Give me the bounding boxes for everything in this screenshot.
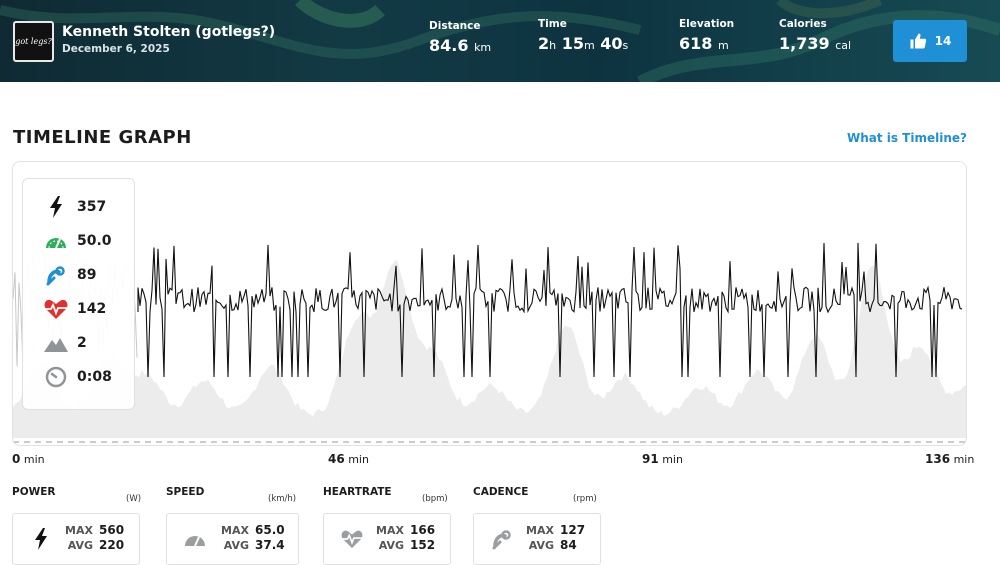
max-value: 166 bbox=[410, 523, 436, 537]
stat-value: 84.6 bbox=[429, 36, 469, 55]
stat-label: Elevation bbox=[679, 18, 735, 30]
readout-value: 2 bbox=[77, 335, 87, 351]
readout-value: 357 bbox=[77, 199, 107, 215]
timeline-graph-canvas[interactable] bbox=[13, 162, 967, 446]
speedometer-icon bbox=[43, 230, 69, 252]
avg-value: 152 bbox=[410, 538, 436, 552]
readout-value: 142 bbox=[77, 301, 107, 317]
max-value: 560 bbox=[99, 523, 125, 537]
max-value: 65.0 bbox=[255, 523, 285, 537]
avg-value: 84 bbox=[560, 538, 577, 552]
avg-value: 220 bbox=[99, 538, 125, 552]
stat-hours: 2 bbox=[538, 34, 550, 53]
avg-label: AVG bbox=[223, 539, 249, 552]
stat-label: Time bbox=[538, 18, 567, 30]
section-title: TIMELINE GRAPH bbox=[13, 127, 192, 148]
stat-unit-s: s bbox=[622, 39, 629, 52]
metric-title-cadence: CADENCE bbox=[473, 486, 529, 498]
metric-unit-power: (W) bbox=[126, 494, 142, 504]
avg-label: AVG bbox=[528, 539, 554, 552]
axis-value: 46 bbox=[328, 452, 345, 466]
map-background bbox=[0, 0, 1000, 82]
avg-value: 37.4 bbox=[255, 538, 285, 552]
stat-calories: Calories 1,739 cal bbox=[779, 18, 851, 53]
axis-label-136: 136 min bbox=[925, 452, 974, 466]
readout-value: 50.0 bbox=[77, 233, 112, 249]
stat-distance: Distance 84.6 km bbox=[429, 20, 491, 55]
thumbs-up-icon bbox=[910, 33, 926, 49]
stat-unit: m bbox=[717, 39, 729, 52]
max-label: MAX bbox=[376, 524, 404, 537]
power-line bbox=[137, 242, 963, 378]
readout-power: 357 bbox=[43, 196, 106, 218]
axis-value: 0 bbox=[12, 452, 21, 466]
readout-speed: 50.0 bbox=[43, 230, 112, 252]
activity-date: December 6, 2025 bbox=[62, 43, 170, 55]
user-name[interactable]: Kenneth Stolten (gotlegs?) bbox=[62, 24, 276, 40]
bolt-icon bbox=[43, 196, 69, 218]
axis-value: 91 bbox=[642, 452, 659, 466]
axis-unit: min bbox=[662, 453, 683, 466]
readout-heartrate: 142 bbox=[43, 298, 106, 320]
speedometer-icon bbox=[181, 526, 209, 552]
cadence-icon bbox=[488, 526, 516, 552]
max-label: MAX bbox=[526, 524, 554, 537]
readout-value: 89 bbox=[77, 267, 97, 283]
metric-card-power[interactable]: MAX 560 AVG 220 bbox=[12, 513, 140, 565]
clock-icon bbox=[43, 366, 69, 388]
stat-elevation: Elevation 618 m bbox=[679, 18, 734, 53]
readout-elevation: 2 bbox=[43, 332, 87, 354]
axis-label-91: 91 min bbox=[642, 452, 683, 466]
timeline-graph[interactable] bbox=[12, 161, 967, 446]
metric-card-heartrate[interactable]: MAX 166 AVG 152 bbox=[323, 513, 451, 565]
stat-unit: km bbox=[474, 41, 492, 54]
max-label: MAX bbox=[65, 524, 93, 537]
metric-title-heartrate: HEARTRATE bbox=[323, 486, 392, 498]
readout-time: 0:08 bbox=[43, 366, 112, 388]
axis-unit: min bbox=[23, 453, 45, 466]
axis-label-46: 46 min bbox=[328, 452, 369, 466]
readout-cadence: 89 bbox=[43, 264, 96, 286]
avg-label: AVG bbox=[378, 539, 404, 552]
heart-icon bbox=[43, 298, 69, 320]
metric-title-speed: SPEED bbox=[166, 486, 205, 498]
stat-unit-m: m bbox=[583, 39, 595, 52]
metric-card-cadence[interactable]: MAX 127 AVG 84 bbox=[473, 513, 601, 565]
mountain-icon bbox=[43, 332, 69, 354]
hover-readout: 357 50.0 89 142 2 0:08 bbox=[22, 178, 135, 410]
like-count: 14 bbox=[934, 34, 952, 48]
axis-value: 136 bbox=[925, 452, 951, 466]
bolt-icon bbox=[27, 526, 55, 552]
stat-label: Distance bbox=[429, 20, 481, 32]
metric-unit-cadence: (rpm) bbox=[573, 494, 597, 504]
cadence-icon bbox=[43, 264, 69, 286]
stat-minutes: 15 bbox=[561, 34, 584, 53]
heart-icon bbox=[338, 526, 366, 552]
readout-value: 0:08 bbox=[77, 369, 112, 385]
stat-label: Calories bbox=[779, 18, 827, 30]
avatar[interactable]: got legs? bbox=[13, 21, 54, 62]
metric-unit-heartrate: (bpm) bbox=[422, 494, 448, 504]
axis-unit: min bbox=[953, 453, 975, 466]
stat-time: Time 2h 15m 40s bbox=[538, 18, 628, 53]
stat-value: 1,739 bbox=[779, 34, 830, 53]
stat-value: 618 bbox=[679, 34, 713, 53]
stat-seconds: 40 bbox=[600, 34, 623, 53]
max-label: MAX bbox=[221, 524, 249, 537]
max-value: 127 bbox=[560, 523, 586, 537]
elevation-profile bbox=[13, 259, 966, 438]
metric-title-power: POWER bbox=[12, 486, 56, 498]
metric-unit-speed: (km/h) bbox=[268, 494, 297, 504]
axis-label-0: 0 min bbox=[12, 452, 45, 466]
activity-header: got legs? Kenneth Stolten (gotlegs?) Dec… bbox=[0, 0, 1000, 82]
axis-unit: min bbox=[348, 453, 369, 466]
avg-label: AVG bbox=[67, 539, 93, 552]
stat-unit: cal bbox=[835, 39, 852, 52]
metric-card-speed[interactable]: MAX 65.0 AVG 37.4 bbox=[166, 513, 299, 565]
timeline-help-link[interactable]: What is Timeline? bbox=[846, 131, 967, 145]
like-button[interactable]: 14 bbox=[893, 20, 967, 62]
stat-unit-h: h bbox=[549, 39, 557, 52]
